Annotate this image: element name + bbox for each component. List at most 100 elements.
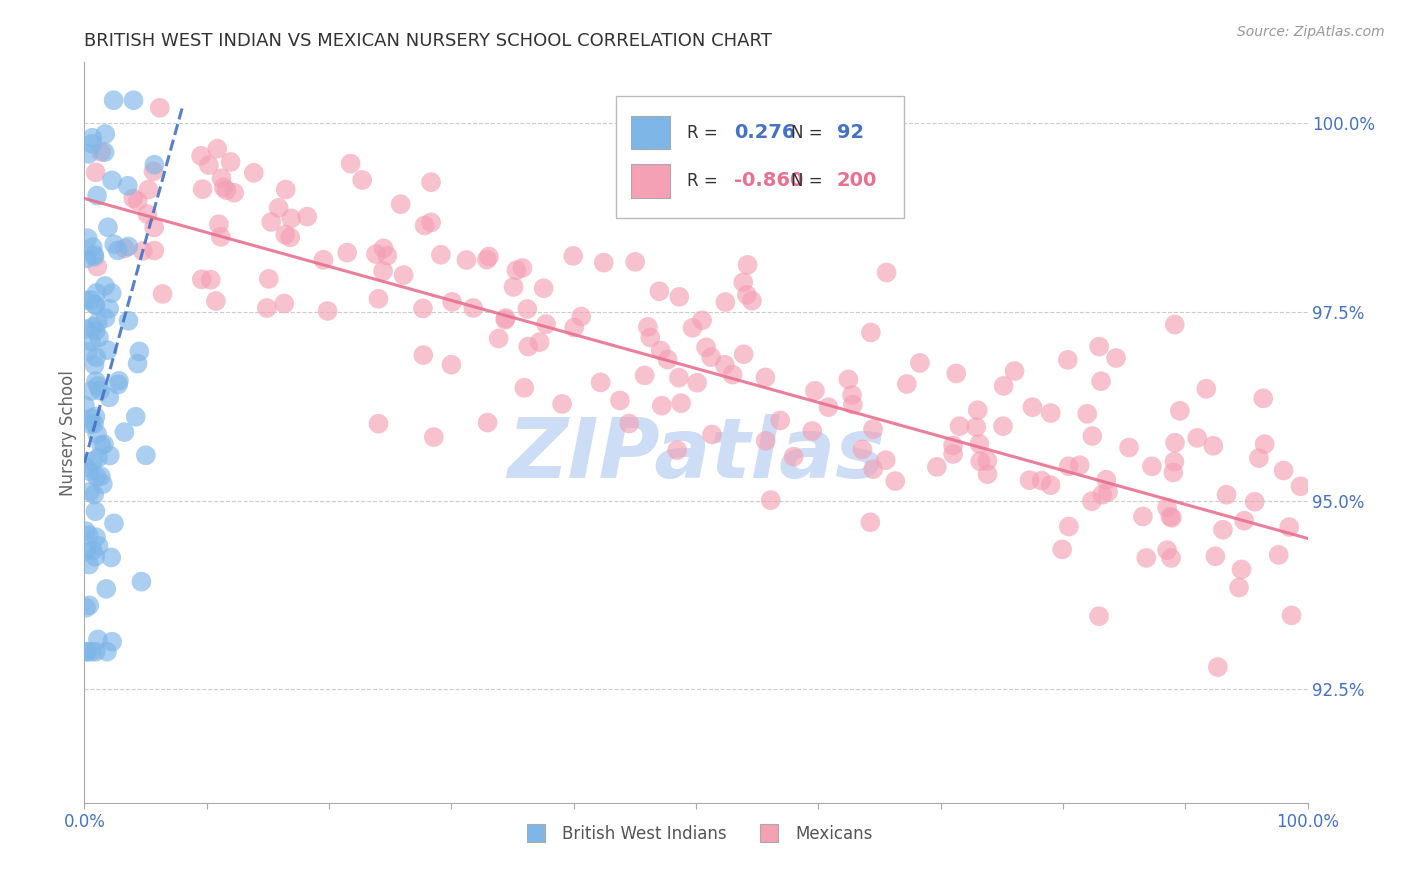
Point	[1091, 488, 1114, 502]
Point	[76, 252, 98, 266]
Text: 200: 200	[837, 171, 877, 190]
Point	[143, 158, 166, 172]
Point	[90, 145, 112, 159]
Point	[389, 197, 412, 211]
Point	[1230, 562, 1253, 576]
Point	[837, 372, 859, 386]
Point	[517, 340, 540, 354]
Point	[75, 322, 97, 336]
Point	[103, 93, 125, 107]
Text: Source: ZipAtlas.com: Source: ZipAtlas.com	[1237, 25, 1385, 39]
Point	[851, 442, 873, 457]
Point	[371, 264, 394, 278]
Point	[908, 356, 931, 370]
Y-axis label: Nursery School: Nursery School	[59, 369, 77, 496]
Point	[413, 219, 436, 233]
Point	[942, 438, 965, 452]
Point	[969, 454, 991, 468]
Point	[84, 297, 107, 311]
Point	[512, 260, 534, 275]
Point	[135, 448, 157, 462]
Point	[1156, 500, 1178, 515]
Point	[441, 294, 464, 309]
Point	[624, 255, 647, 269]
Point	[993, 379, 1015, 393]
Point	[862, 462, 884, 476]
Point	[700, 427, 723, 442]
Point	[1168, 404, 1191, 418]
Point	[219, 155, 242, 169]
Point	[336, 245, 359, 260]
Point	[420, 175, 443, 189]
Point	[87, 315, 110, 329]
Point	[1278, 520, 1301, 534]
Point	[87, 330, 110, 344]
Point	[86, 470, 108, 484]
Point	[1202, 439, 1225, 453]
FancyBboxPatch shape	[616, 95, 904, 218]
Point	[841, 388, 863, 402]
Point	[423, 430, 446, 444]
Point	[122, 191, 145, 205]
Point	[142, 164, 165, 178]
Point	[136, 183, 159, 197]
Point	[617, 417, 640, 431]
Point	[925, 459, 948, 474]
Point	[637, 319, 659, 334]
Point	[700, 350, 723, 364]
Point	[77, 528, 100, 542]
Point	[84, 530, 107, 544]
Point	[75, 600, 97, 615]
Point	[686, 376, 709, 390]
Point	[198, 158, 221, 172]
Point	[991, 419, 1014, 434]
Point	[875, 453, 897, 467]
Point	[90, 469, 112, 483]
Point	[592, 255, 614, 269]
Point	[243, 166, 266, 180]
Point	[551, 397, 574, 411]
Point	[463, 301, 485, 315]
Point	[96, 645, 118, 659]
Point	[364, 247, 387, 261]
Point	[84, 374, 107, 388]
Point	[669, 396, 692, 410]
Point	[741, 293, 763, 308]
Point	[80, 293, 103, 307]
Point	[1195, 382, 1218, 396]
Point	[562, 320, 585, 334]
Point	[84, 351, 107, 365]
Point	[1243, 494, 1265, 508]
Point	[75, 524, 97, 538]
Point	[108, 374, 131, 388]
Point	[200, 273, 222, 287]
Point	[650, 343, 672, 358]
Point	[128, 344, 150, 359]
Point	[1090, 374, 1112, 388]
Point	[1057, 519, 1080, 533]
Point	[79, 465, 101, 479]
Point	[714, 295, 737, 310]
Point	[609, 393, 631, 408]
Point	[224, 186, 246, 200]
Point	[976, 454, 998, 468]
Point	[1095, 473, 1118, 487]
Point	[513, 381, 536, 395]
Point	[1105, 351, 1128, 365]
Point	[859, 516, 882, 530]
Point	[754, 370, 776, 384]
Text: -0.860: -0.860	[734, 171, 803, 190]
Point	[735, 287, 758, 301]
Point	[1039, 478, 1062, 492]
Text: BRITISH WEST INDIAN VS MEXICAN NURSERY SCHOOL CORRELATION CHART: BRITISH WEST INDIAN VS MEXICAN NURSERY S…	[84, 32, 772, 50]
Point	[633, 368, 655, 383]
Point	[1081, 494, 1104, 508]
Point	[713, 358, 735, 372]
Point	[367, 292, 389, 306]
Point	[1212, 523, 1234, 537]
Point	[1056, 352, 1078, 367]
Point	[257, 272, 280, 286]
Point	[668, 290, 690, 304]
Point	[862, 422, 884, 436]
Point	[125, 409, 148, 424]
